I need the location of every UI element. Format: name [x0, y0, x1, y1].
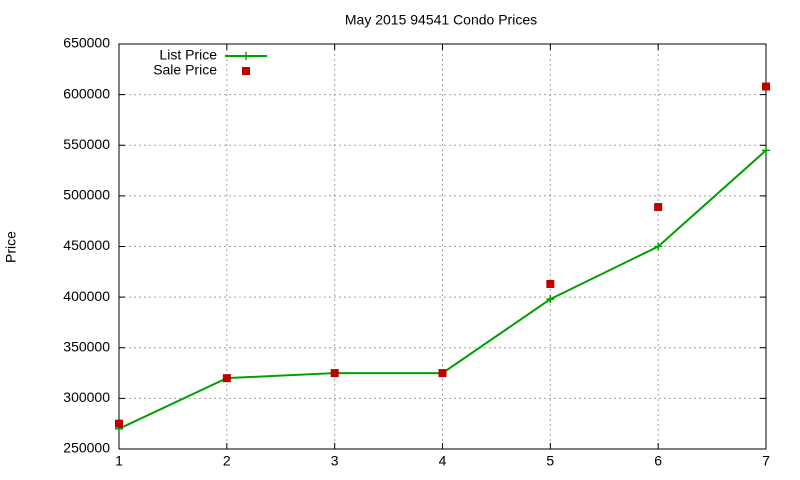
data-point [654, 203, 663, 212]
legend-label: List Price [159, 47, 217, 63]
x-tick-label: 6 [654, 453, 662, 469]
y-axis-label: Price [3, 231, 19, 263]
y-tick-label: 300000 [63, 389, 110, 405]
x-tick-label: 5 [546, 453, 554, 469]
y-tick-label: 250000 [63, 440, 110, 456]
data-point [330, 369, 339, 378]
y-tick-label: 350000 [63, 338, 110, 354]
data-point [762, 146, 770, 155]
data-point [546, 279, 555, 288]
plot-frame [118, 43, 767, 450]
data-point [222, 374, 231, 383]
data-point [115, 419, 123, 428]
x-tick-label: 4 [439, 453, 447, 469]
y-tick-label: 500000 [63, 187, 110, 203]
data-point [438, 369, 447, 378]
data-point [654, 242, 663, 251]
legend-marker [242, 67, 250, 75]
x-tick-label: 2 [223, 453, 231, 469]
x-tick-label: 3 [331, 453, 339, 469]
x-tick-label: 1 [115, 453, 123, 469]
chart-title: May 2015 94541 Condo Prices [345, 12, 537, 28]
legend-label: Sale Price [153, 62, 217, 78]
x-tick-label: 7 [762, 453, 770, 469]
legend-marker [242, 52, 250, 60]
y-tick-label: 400000 [63, 288, 110, 304]
y-tick-label: 600000 [63, 85, 110, 101]
y-tick-label: 550000 [63, 136, 110, 152]
y-tick-label: 650000 [63, 35, 110, 51]
y-tick-label: 450000 [63, 237, 110, 253]
data-point [546, 295, 555, 304]
data-point [762, 82, 770, 91]
